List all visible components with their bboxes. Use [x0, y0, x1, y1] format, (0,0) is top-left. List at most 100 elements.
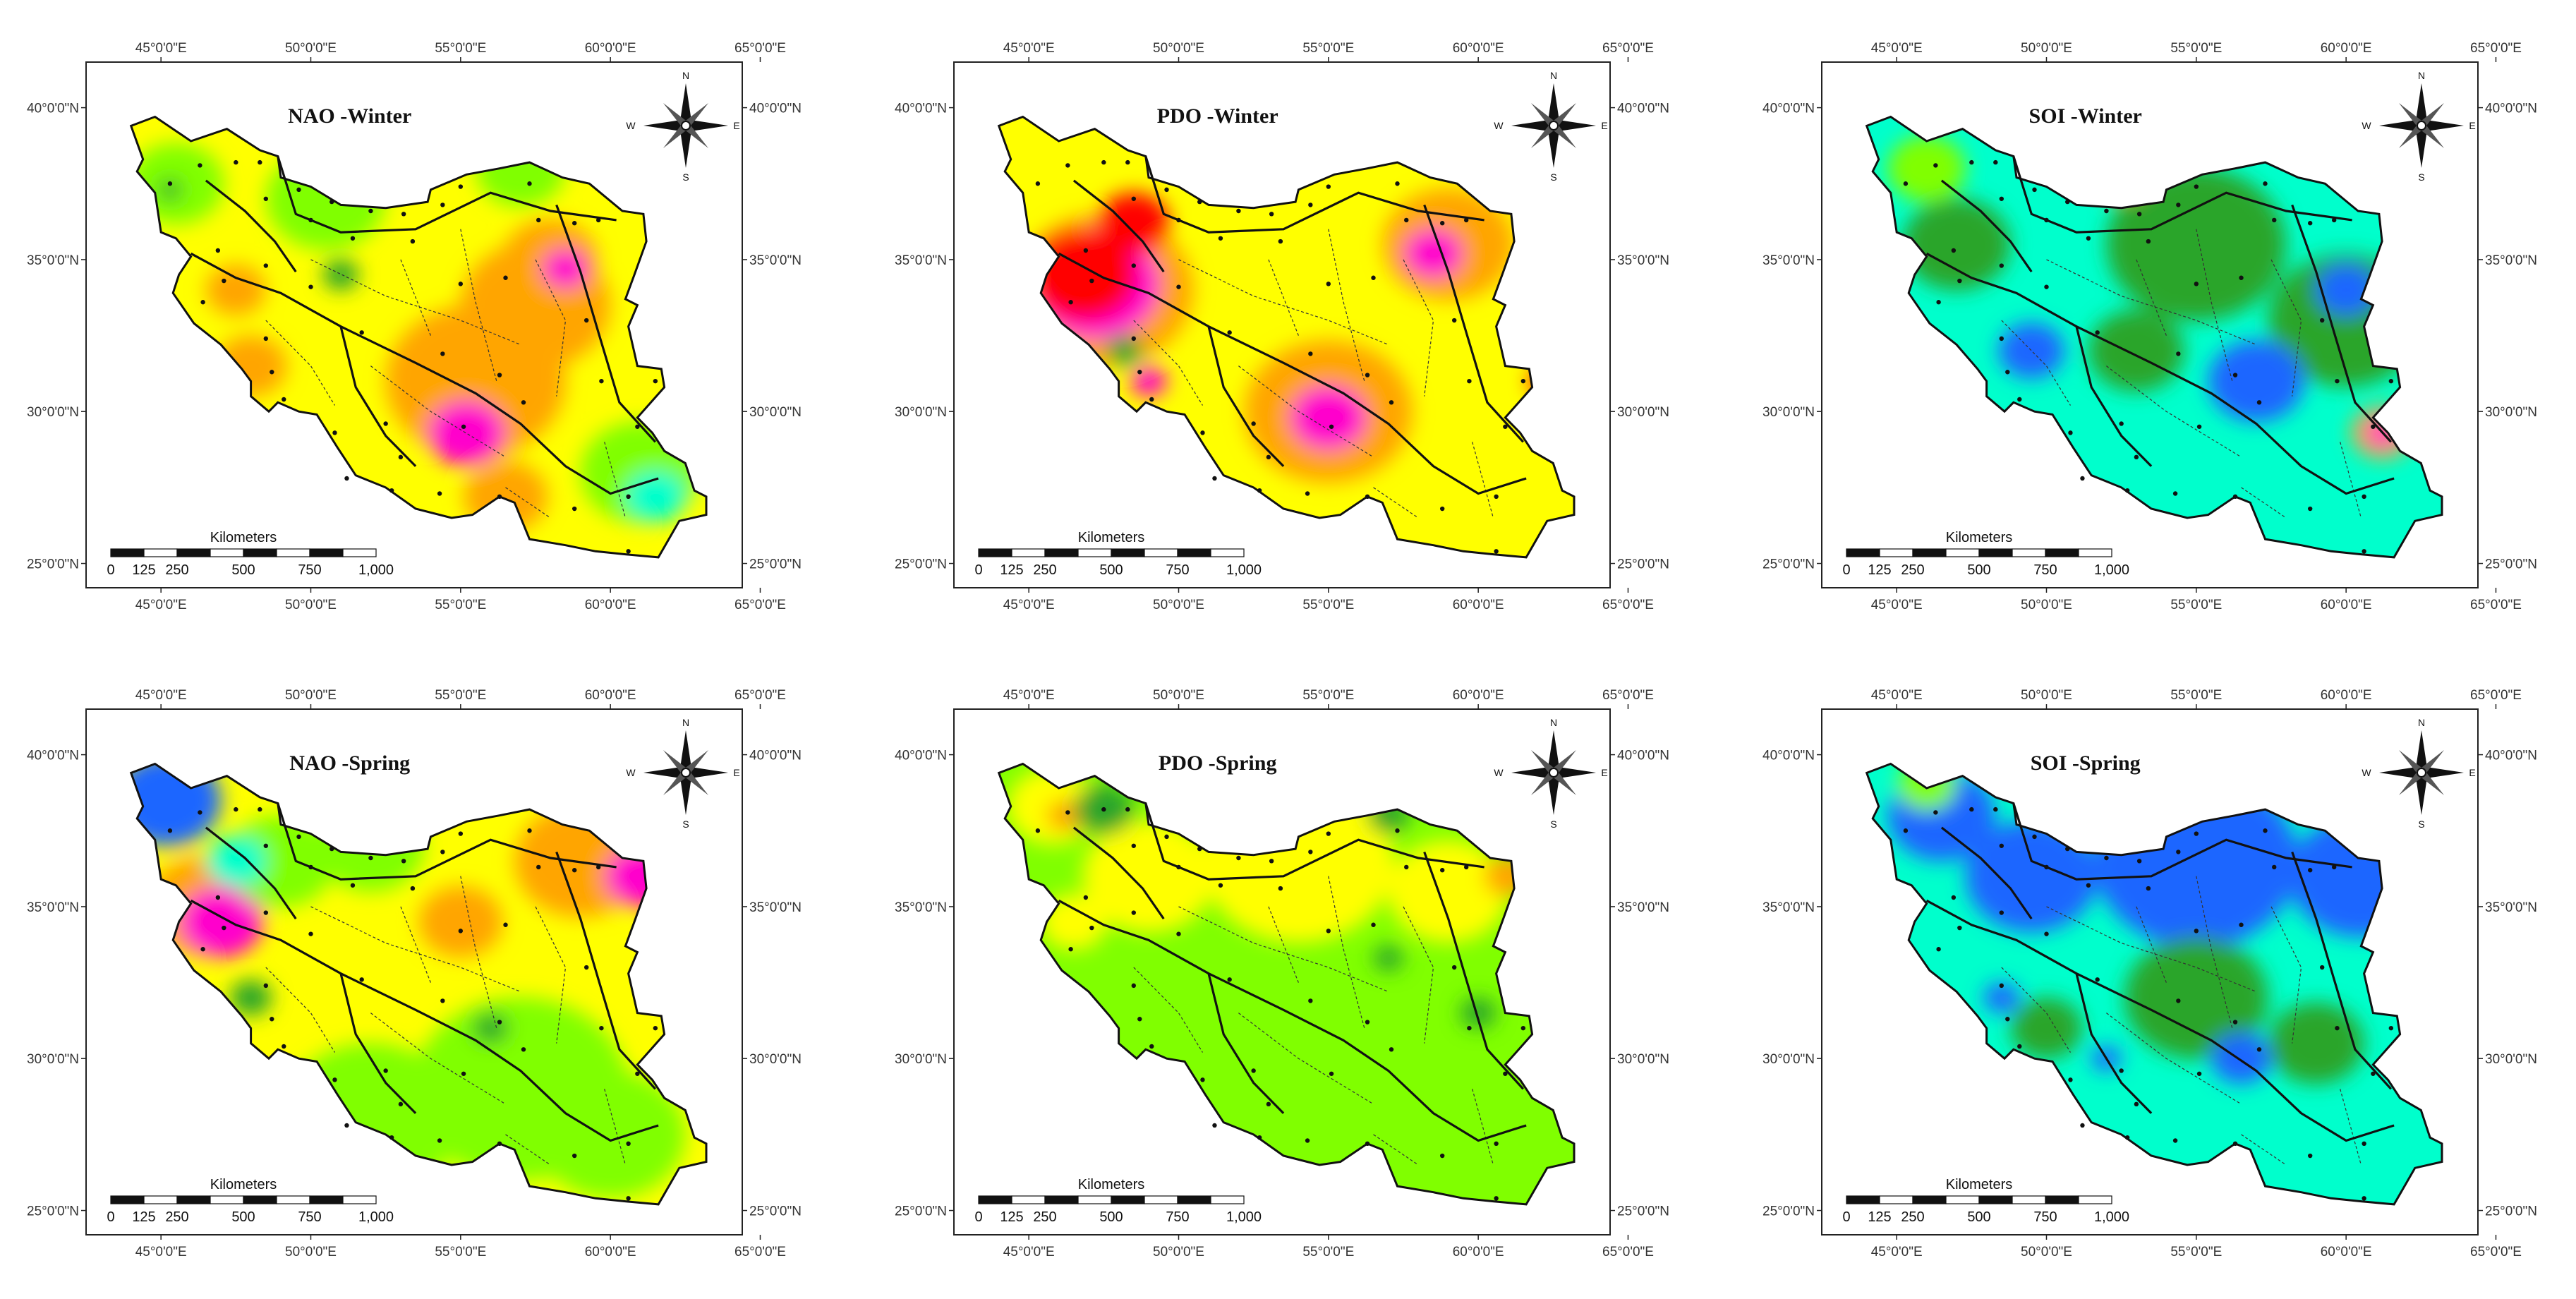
station-marker	[1176, 864, 1181, 870]
lat-tick-label-left: 30°0'0"N	[1762, 1052, 1815, 1067]
station-marker	[635, 1071, 640, 1076]
station-marker	[2104, 208, 2109, 214]
scale-bar-tick: 250	[1901, 1209, 1924, 1225]
station-marker	[308, 864, 313, 870]
lon-tick-label-bottom: 55°0'0"E	[1302, 1245, 1354, 1259]
station-marker	[1951, 895, 1957, 900]
station-marker	[263, 336, 268, 342]
lon-tick-label-top: 60°0'0"E	[2321, 688, 2372, 703]
station-marker	[2307, 506, 2313, 512]
scale-bar-tick: 250	[1033, 562, 1056, 578]
station-marker	[2080, 476, 2085, 481]
province-boundary	[1373, 1134, 1419, 1166]
lat-tick-label-right: 25°0'0"N	[2485, 557, 2537, 572]
station-marker	[1365, 373, 1370, 377]
station-marker	[2176, 203, 2181, 207]
station-marker	[1137, 1017, 1142, 1022]
lat-tick-label-left: 25°0'0"N	[895, 1204, 947, 1219]
compass-letter: N	[682, 717, 689, 728]
basin-boundary	[1207, 973, 1285, 1114]
station-marker	[461, 424, 466, 429]
station-marker	[1257, 1135, 1262, 1140]
basin-boundary	[1423, 204, 1524, 443]
station-marker	[1212, 476, 1217, 481]
station-marker	[1227, 977, 1232, 982]
lon-tick-label-bottom: 65°0'0"E	[734, 598, 786, 612]
basin-boundary	[1144, 803, 1484, 881]
lon-tick-label-top: 65°0'0"E	[1602, 41, 1654, 56]
station-marker	[1404, 864, 1409, 870]
station-marker	[198, 810, 202, 815]
station-marker	[2307, 221, 2313, 226]
map-title: NAO -Spring	[289, 751, 410, 775]
scale-bar-tick: 500	[1099, 1209, 1123, 1225]
scale-bar-tick: 125	[1000, 562, 1023, 578]
scale-bar-unit: Kilometers	[1946, 1177, 2012, 1192]
compass-letter: S	[2418, 171, 2424, 183]
basin-boundary	[190, 252, 659, 495]
province-boundary	[2270, 259, 2302, 397]
lat-tick-label-right: 35°0'0"N	[1617, 253, 1669, 268]
province-boundary	[265, 967, 336, 1053]
lon-tick-label-top: 45°0'0"E	[1003, 688, 1055, 703]
value-zone	[322, 259, 359, 291]
lat-tick-label-left: 40°0'0"N	[1762, 102, 1815, 116]
station-marker	[1999, 843, 2004, 848]
station-marker	[2065, 846, 2070, 852]
province-boundary	[2241, 1134, 2287, 1166]
station-marker	[1278, 238, 1283, 244]
basin-boundary	[2075, 326, 2153, 467]
station-marker	[1404, 217, 1409, 223]
lon-tick-label-top: 50°0'0"E	[285, 688, 337, 703]
station-marker	[1451, 965, 1457, 970]
lat-tick-label-right: 40°0'0"N	[1617, 749, 1669, 763]
station-marker	[359, 977, 364, 982]
province-boundary	[1268, 906, 1299, 983]
station-marker	[2104, 855, 2109, 861]
basin-boundary	[1058, 252, 1527, 495]
station-marker	[2194, 184, 2199, 189]
station-marker	[359, 330, 364, 335]
map-svg: 45°0'0"E 45°0'0"E 50°0'0"E 50°0'0"E 55°0'0"E…	[895, 688, 1669, 1259]
station-marker	[2263, 828, 2268, 833]
lat-tick-label-left: 35°0'0"N	[27, 253, 79, 268]
map-panel-nao-winter: 45°0'0"E 45°0'0"E 50°0'0"E 50°0'0"E 55°0'0"E…	[7, 6, 875, 652]
station-marker	[258, 159, 262, 165]
scale-bar-tick: 1,000	[2094, 562, 2129, 578]
scale-bar-tick: 0	[1842, 562, 1850, 578]
province-boundary	[2106, 1013, 2242, 1105]
lon-tick-label-bottom: 55°0'0"E	[2170, 1245, 2222, 1259]
station-marker	[410, 238, 416, 244]
station-marker	[167, 828, 173, 833]
scale-bar-tick: 250	[1033, 1209, 1056, 1225]
station-marker	[1251, 1068, 1256, 1073]
lat-tick-label-left: 30°0'0"N	[27, 405, 79, 420]
lon-tick-label-bottom: 55°0'0"E	[1302, 598, 1354, 612]
value-zone	[179, 886, 263, 957]
station-marker	[282, 1044, 286, 1049]
basin-boundary	[2012, 156, 2352, 234]
lat-tick-label-right: 40°0'0"N	[2485, 102, 2537, 116]
province-boundary	[2046, 259, 2257, 346]
basin-boundary	[2075, 973, 2153, 1114]
station-marker	[1903, 828, 1909, 833]
station-marker	[2119, 421, 2124, 426]
province-boundary	[2196, 229, 2233, 382]
station-marker	[234, 806, 238, 812]
station-marker	[635, 424, 640, 429]
lon-tick-label-bottom: 45°0'0"E	[1871, 598, 1923, 612]
lat-tick-label-left: 40°0'0"N	[895, 102, 947, 116]
lat-tick-label-left: 35°0'0"N	[895, 253, 947, 268]
basin-boundary	[2291, 851, 2392, 1090]
station-marker	[536, 217, 541, 223]
lon-tick-label-top: 45°0'0"E	[135, 41, 187, 56]
station-marker	[2272, 217, 2277, 223]
station-marker	[1993, 159, 1998, 165]
station-marker	[1065, 163, 1070, 168]
station-marker	[1308, 203, 1313, 207]
province-boundary	[535, 906, 567, 1044]
station-marker	[1305, 491, 1310, 496]
lon-tick-label-top: 55°0'0"E	[435, 688, 486, 703]
station-marker	[263, 983, 268, 989]
value-zone	[1041, 893, 1107, 950]
